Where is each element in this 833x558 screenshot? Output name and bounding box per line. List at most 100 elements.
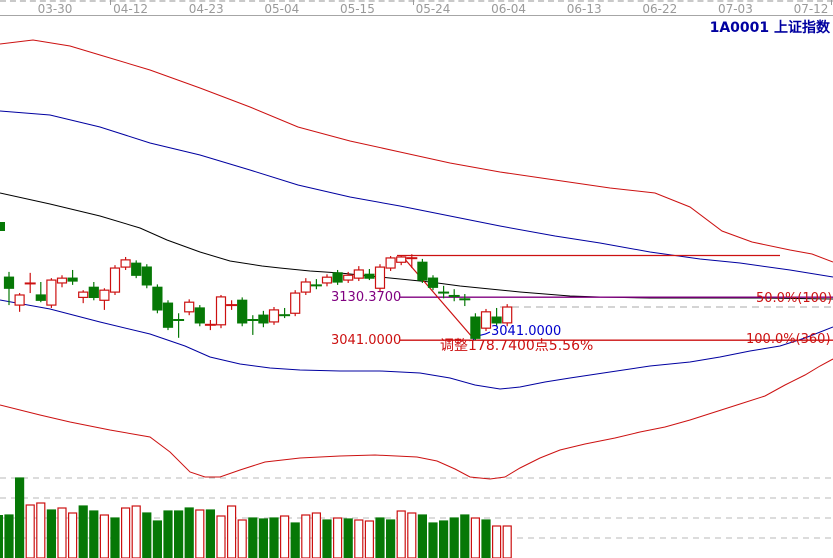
volume-bar bbox=[248, 517, 258, 558]
axis-date-label: 07-12 bbox=[793, 2, 829, 16]
volume-bar bbox=[25, 504, 35, 558]
candle-body bbox=[109, 267, 121, 293]
candle-body bbox=[35, 294, 46, 301]
retracement-50-label: 50.0%(100) bbox=[756, 291, 833, 306]
volume-bar bbox=[428, 522, 438, 558]
candle-body bbox=[470, 316, 481, 339]
band-lower-blue bbox=[0, 299, 833, 390]
candle-body bbox=[332, 272, 343, 283]
volume-bar bbox=[184, 507, 194, 558]
candle-body bbox=[343, 274, 354, 281]
candle-body bbox=[78, 291, 89, 298]
retracement-100-label: 100.0%(360) bbox=[746, 332, 831, 347]
volume-bar bbox=[354, 519, 364, 558]
volume-bar bbox=[333, 517, 343, 558]
volume-bar bbox=[386, 519, 396, 558]
volume-bar bbox=[322, 519, 332, 558]
volume-bar bbox=[142, 512, 152, 558]
volume-bar bbox=[89, 510, 99, 558]
volume-bar bbox=[57, 507, 67, 558]
volume-bar bbox=[78, 505, 88, 558]
candle-body bbox=[131, 262, 142, 276]
volume-bar bbox=[269, 517, 279, 558]
candle-body bbox=[396, 256, 407, 263]
low-price-callout: 3041.0000 bbox=[491, 324, 562, 339]
clipped-volume-bar bbox=[0, 515, 3, 558]
axis-date-label: 04-12 bbox=[113, 2, 149, 16]
axis-date-label: 05-15 bbox=[339, 2, 375, 16]
volume-bar bbox=[205, 509, 215, 558]
candle-body bbox=[215, 296, 227, 326]
axis-date-label: 04-23 bbox=[188, 2, 224, 16]
axis-date-label: 03-30 bbox=[37, 2, 73, 16]
clipped-candle bbox=[0, 222, 5, 231]
volume-bar bbox=[396, 510, 406, 558]
candle-body bbox=[258, 314, 269, 324]
volume-bar bbox=[375, 517, 385, 558]
volume-bar bbox=[237, 519, 247, 558]
volume-bar bbox=[120, 507, 131, 558]
correction-note: 调整178.7400点5.56% bbox=[440, 338, 594, 354]
axis-date-label: 06-04 bbox=[491, 2, 527, 16]
volume-bar bbox=[258, 518, 268, 558]
level-label-3041: 3041.0000 bbox=[331, 333, 402, 348]
axis-date-label: 05-04 bbox=[264, 2, 300, 16]
candle-body bbox=[152, 286, 163, 311]
volume-bar bbox=[492, 525, 502, 558]
axis-date-label: 06-13 bbox=[566, 2, 602, 16]
drop-measure-line bbox=[402, 256, 474, 339]
date-axis-line bbox=[0, 15, 833, 16]
candle-body bbox=[3, 276, 15, 289]
axis-tick bbox=[110, 0, 111, 5]
candle-body bbox=[237, 299, 248, 324]
volume-bar bbox=[290, 522, 300, 558]
candle-body bbox=[290, 292, 301, 314]
volume-bar bbox=[4, 514, 14, 558]
candle-body bbox=[300, 281, 311, 293]
volume-bar bbox=[364, 520, 374, 558]
axis-tick bbox=[831, 0, 832, 5]
volume-bar bbox=[417, 514, 427, 558]
volume-bar bbox=[46, 509, 57, 558]
volume-bar bbox=[131, 505, 141, 558]
volume-bar bbox=[152, 520, 162, 558]
candle-body bbox=[194, 307, 205, 324]
axis-tick bbox=[413, 0, 414, 5]
candle-body bbox=[268, 309, 280, 323]
volume-bar bbox=[439, 520, 449, 558]
candle-body bbox=[162, 302, 174, 328]
candle-body bbox=[46, 279, 57, 306]
volume-bar bbox=[460, 514, 470, 558]
volume-bar bbox=[470, 517, 480, 558]
volume-bar bbox=[227, 505, 237, 558]
candle-body bbox=[502, 306, 513, 324]
axis-date-label: 07-03 bbox=[717, 2, 753, 16]
volume-bar bbox=[301, 514, 311, 558]
candle-body bbox=[88, 286, 99, 298]
volume-bar bbox=[280, 515, 290, 558]
symbol-title: 1A0001 上证指数 bbox=[709, 20, 830, 36]
candle-body bbox=[321, 276, 333, 284]
level-label-3130: 3130.3700 bbox=[331, 290, 402, 305]
band-upper-blue bbox=[0, 110, 833, 278]
candle-body bbox=[120, 259, 131, 268]
volume-bar bbox=[481, 519, 491, 558]
axis-date-label: 06-22 bbox=[642, 2, 678, 16]
candle-body bbox=[99, 289, 110, 301]
candle-body bbox=[14, 294, 25, 306]
candle-body bbox=[56, 277, 68, 284]
band-lower-red bbox=[0, 358, 833, 480]
volume-bar bbox=[110, 517, 120, 558]
candle-body bbox=[141, 266, 152, 286]
candle-body bbox=[427, 277, 439, 288]
volume-bar bbox=[174, 510, 184, 558]
volume-bar bbox=[99, 514, 110, 558]
candle-body bbox=[374, 266, 386, 289]
band-upper-red bbox=[0, 39, 833, 263]
candle-body bbox=[364, 273, 375, 279]
volume-bar bbox=[195, 509, 205, 558]
candle-body bbox=[67, 277, 78, 282]
candle-body bbox=[480, 311, 492, 329]
